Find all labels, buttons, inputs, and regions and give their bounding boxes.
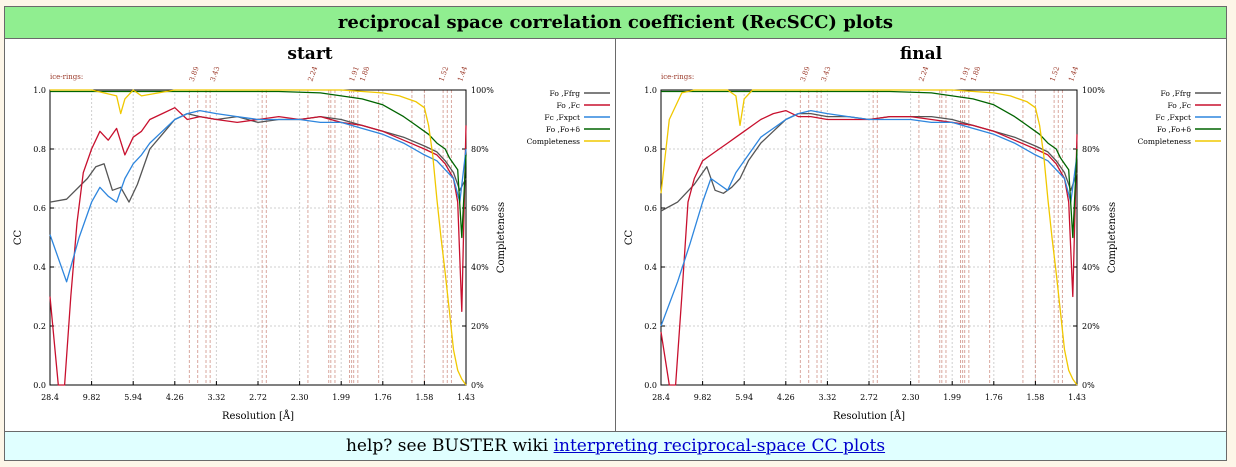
y2-tick-label: 0% (1082, 381, 1095, 390)
y2-tick-label: 40% (471, 263, 489, 272)
x-tick-label: 1.76 (374, 393, 392, 402)
y-tick-label: 0.2 (33, 322, 46, 331)
ice-ring-tick-label: 1.52 (1048, 67, 1061, 83)
help-bar: help? see BUSTER wiki interpreting recip… (5, 431, 1226, 460)
y-tick-label: 0.6 (644, 204, 657, 213)
y2-tick-label: 20% (1082, 322, 1100, 331)
x-tick-label: 2.72 (860, 393, 878, 402)
ice-ring-tick-label: 2.24 (917, 67, 930, 83)
x-tick-label: 9.82 (83, 393, 101, 402)
y-tick-label: 0.0 (644, 381, 657, 390)
x-tick-label: 1.58 (415, 393, 433, 402)
y-tick-label: 0.8 (644, 145, 657, 154)
y2-tick-label: 0% (471, 381, 484, 390)
x-tick-label: 2.72 (249, 393, 267, 402)
ice-ring-tick-label: 3.43 (820, 67, 833, 83)
y-tick-label: 1.0 (644, 86, 657, 95)
y2-tick-label: 20% (471, 322, 489, 331)
y-tick-label: 0.4 (33, 263, 46, 272)
legend-label: Fo ,Fc (557, 101, 580, 110)
x-tick-label: 28.4 (41, 393, 59, 402)
y2-tick-label: 80% (471, 145, 489, 154)
legend-label: Completeness (1138, 137, 1192, 146)
final-title: final (899, 44, 943, 64)
x-tick-label: 3.32 (207, 393, 225, 402)
y2-tick-label: 60% (471, 204, 489, 213)
x-tick-label: 5.94 (735, 393, 753, 402)
recscc-frame: reciprocal space correlation coefficient… (4, 6, 1227, 461)
y-tick-label: 0.4 (644, 263, 657, 272)
x-tick-label: 4.26 (166, 393, 184, 402)
y-tick-label: 0.2 (644, 322, 657, 331)
legend-label: Fo ,Fo+δ (1157, 125, 1192, 134)
x-tick-label: 9.82 (694, 393, 712, 402)
ice-ring-tick-label: 3.89 (799, 67, 812, 83)
y-tick-label: 1.0 (33, 86, 46, 95)
y2-tick-label: 100% (471, 86, 494, 95)
legend-label: Completeness (527, 137, 581, 146)
x-tick-label: 1.43 (1068, 393, 1086, 402)
series-line-fo-ffrg (660, 112, 1078, 212)
ice-ring-tick-label: 3.89 (188, 67, 201, 83)
start-title: start (287, 44, 333, 64)
series-line-fo-ffrg (49, 112, 467, 203)
y2-tick-label: 60% (1082, 204, 1100, 213)
page-title: reciprocal space correlation coefficient… (5, 7, 1226, 39)
ice-ring-tick-label: 1.44 (1067, 67, 1080, 83)
series-line-fo-fc (660, 109, 1078, 386)
x-tick-label: 5.94 (124, 393, 142, 402)
y-tick-label: 0.8 (33, 145, 46, 154)
start-panel: start ice-rings: 3.89 3.43 2.24 1.91 1.88 1.52… (5, 39, 616, 431)
x-tick-label: 3.32 (818, 393, 836, 402)
x-tick-label: 1.43 (457, 393, 475, 402)
series-line-completeness (660, 89, 1078, 386)
final-panel: final ice-rings: 3.89 3.43 2.24 1.91 1.88 1.52… (616, 39, 1226, 431)
x-axis-label: Resolution [Å] (833, 410, 905, 422)
y-tick-label: 0.6 (33, 204, 46, 213)
help-text: help? see BUSTER wiki (345, 436, 549, 456)
legend-label: Fc ,Fxpct (544, 113, 580, 122)
x-tick-label: 28.4 (652, 393, 670, 402)
y2-axis-label: Completeness (496, 202, 507, 273)
y2-tick-label: 100% (1082, 86, 1105, 95)
series-line-fo-fc (49, 107, 467, 386)
x-tick-label: 1.58 (1026, 393, 1044, 402)
ice-ring-tick-label: 1.52 (437, 67, 450, 83)
ice-ring-tick-label: 2.24 (306, 67, 319, 83)
x-tick-label: 1.76 (985, 393, 1003, 402)
x-tick-label: 2.30 (291, 393, 309, 402)
x-tick-label: 1.99 (943, 393, 961, 402)
x-axis-label: Resolution [Å] (222, 410, 294, 422)
y2-tick-label: 80% (1082, 145, 1100, 154)
ice-rings-label: ice-rings: (50, 73, 83, 81)
y-axis-label: CC (13, 230, 24, 246)
ice-rings-label: ice-rings: (661, 73, 694, 81)
legend-label: Fo ,Fo+δ (546, 125, 581, 134)
legend-label: Fo ,Ffrg (550, 89, 581, 98)
ice-ring-tick-label: 3.43 (209, 67, 222, 83)
legend-label: Fc ,Fxpct (1155, 113, 1191, 122)
legend-label: Fo ,Fc (1168, 101, 1191, 110)
series-line-fc-fxpct (49, 109, 467, 283)
x-tick-label: 4.26 (777, 393, 795, 402)
ice-ring-tick-label: 1.44 (456, 67, 469, 83)
series-line-completeness (50, 89, 467, 386)
y2-tick-label: 40% (1082, 263, 1100, 272)
start-chart: ice-rings: 3.89 3.43 2.24 1.911.88 1.52 1.440.… (13, 67, 610, 422)
x-tick-label: 2.30 (902, 393, 920, 402)
y-tick-label: 0.0 (33, 381, 46, 390)
series-line-fc-fxpct (660, 109, 1078, 327)
legend-label: Fo ,Ffrg (1161, 89, 1192, 98)
series-line-fo-fod (50, 90, 467, 239)
series-line-fo-fod (661, 90, 1078, 239)
y-axis-label: CC (624, 230, 635, 246)
help-link[interactable]: interpreting reciprocal-space CC plots (553, 436, 886, 456)
x-tick-label: 1.99 (332, 393, 350, 402)
final-chart: ice-rings: 3.89 3.43 2.24 1.911.88 1.52 1.440.… (624, 67, 1221, 422)
y2-axis-label: Completeness (1107, 202, 1118, 273)
